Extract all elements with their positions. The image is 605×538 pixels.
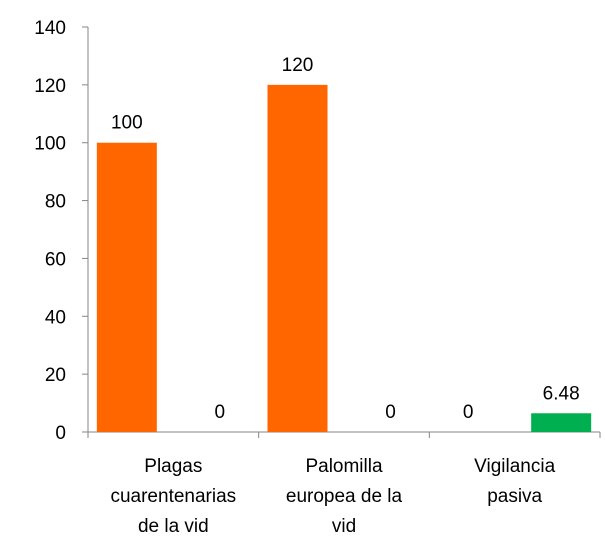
category-label: europea de la xyxy=(286,486,403,507)
y-tick-label: 20 xyxy=(45,365,66,386)
data-labels: 100 0 120 0 0 6.48 xyxy=(111,55,580,423)
category-labels: Plagas cuarentenarias de la vid Palomilla eu… xyxy=(110,456,555,537)
category-label: de la vid xyxy=(138,516,209,537)
data-label: 120 xyxy=(282,55,314,76)
y-tick-label: 120 xyxy=(34,76,66,97)
data-label: 0 xyxy=(463,402,474,423)
y-tick-label: 140 xyxy=(34,18,66,39)
bar xyxy=(531,413,592,432)
category-label: vid xyxy=(332,516,356,537)
bar xyxy=(267,84,328,432)
y-tick-label: 0 xyxy=(55,423,66,444)
category-label: cuarentenarias xyxy=(110,486,236,507)
data-label: 100 xyxy=(111,113,143,134)
category-label: pasiva xyxy=(487,486,542,507)
x-axis xyxy=(87,431,601,438)
y-tick-label: 80 xyxy=(45,192,66,213)
data-label: 6.48 xyxy=(543,383,580,404)
data-label: 0 xyxy=(385,402,396,423)
y-tick-label: 40 xyxy=(45,307,66,328)
category-label: Vigilancia xyxy=(474,456,555,477)
bar xyxy=(96,142,157,432)
data-label: 0 xyxy=(215,402,226,423)
bars xyxy=(96,84,592,432)
y-tick-label: 60 xyxy=(45,249,66,270)
y-tick-label: 100 xyxy=(34,134,66,155)
category-label: Plagas xyxy=(144,456,202,477)
y-axis: 0 20 40 60 80 100 120 140 xyxy=(34,18,89,444)
category-label: Palomilla xyxy=(305,456,383,477)
